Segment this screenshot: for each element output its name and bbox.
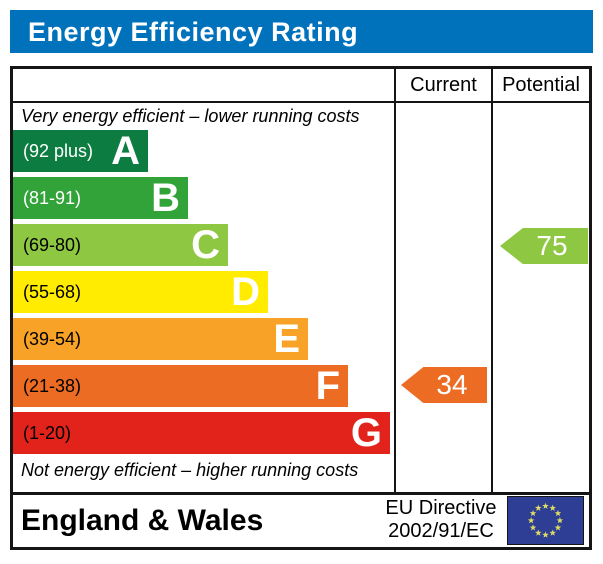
region-label: England & Wales [21,504,264,537]
footer-divider [13,492,589,495]
band-row-e: (39-54) E [13,317,308,361]
eu-directive-label: EU Directive 2002/91/EC [379,497,503,543]
band-letter: D [231,270,260,314]
column-header-current: Current [410,74,477,96]
eu-directive-line1: EU Directive [385,497,497,519]
potential-rating-arrow: 75 [500,228,588,264]
current-column-divider [394,69,396,495]
band-bar-g: (1-20) G [13,411,390,455]
band-bar-d: (55-68) D [13,270,268,314]
band-range-label: (69-80) [23,234,82,255]
band-range-label: (55-68) [23,281,82,302]
band-bar-e: (39-54) E [13,317,308,361]
current-rating-value: 34 [436,369,468,400]
bottom-caption: Not energy efficient – higher running co… [21,460,359,480]
current-rating-arrow: 34 [401,367,487,403]
band-range-label: (92 plus) [23,140,94,161]
potential-column-divider [491,69,493,495]
header-divider [13,101,589,103]
band-letter: A [111,129,140,173]
top-caption: Very energy efficient – lower running co… [21,106,360,126]
band-row-g: (1-20) G [13,411,390,455]
band-range-label: (21-38) [23,375,82,396]
eu-directive-line2: 2002/91/EC [388,520,494,542]
band-letter: E [273,317,300,361]
eu-flag-icon [507,496,584,545]
band-bar-a: (92 plus) A [13,129,148,173]
band-row-d: (55-68) D [13,270,268,314]
band-bar-b: (81-91) B [13,176,188,220]
band-row-f: (21-38) F [13,364,348,408]
band-letter: F [315,364,340,408]
eu-flag-stars [527,502,564,538]
band-letter: B [151,176,180,220]
band-bar-c: (69-80) C [13,223,228,267]
band-letter: G [350,411,382,455]
star-circle [527,502,564,538]
column-header-potential: Potential [502,74,580,96]
band-row-b: (81-91) B [13,176,188,220]
rating-table: Current Potential Very energy efficient … [10,66,592,550]
potential-rating-value: 75 [536,230,568,261]
title-bar: Energy Efficiency Rating [10,10,593,53]
band-range-label: (39-54) [23,328,82,349]
band-row-c: (69-80) C [13,223,228,267]
band-range-label: (1-20) [23,422,72,443]
band-letter: C [191,223,220,267]
band-bar-f: (21-38) F [13,364,348,408]
band-row-a: (92 plus) A [13,129,148,173]
page-title: Energy Efficiency Rating [28,17,359,47]
band-range-label: (81-91) [23,187,82,208]
